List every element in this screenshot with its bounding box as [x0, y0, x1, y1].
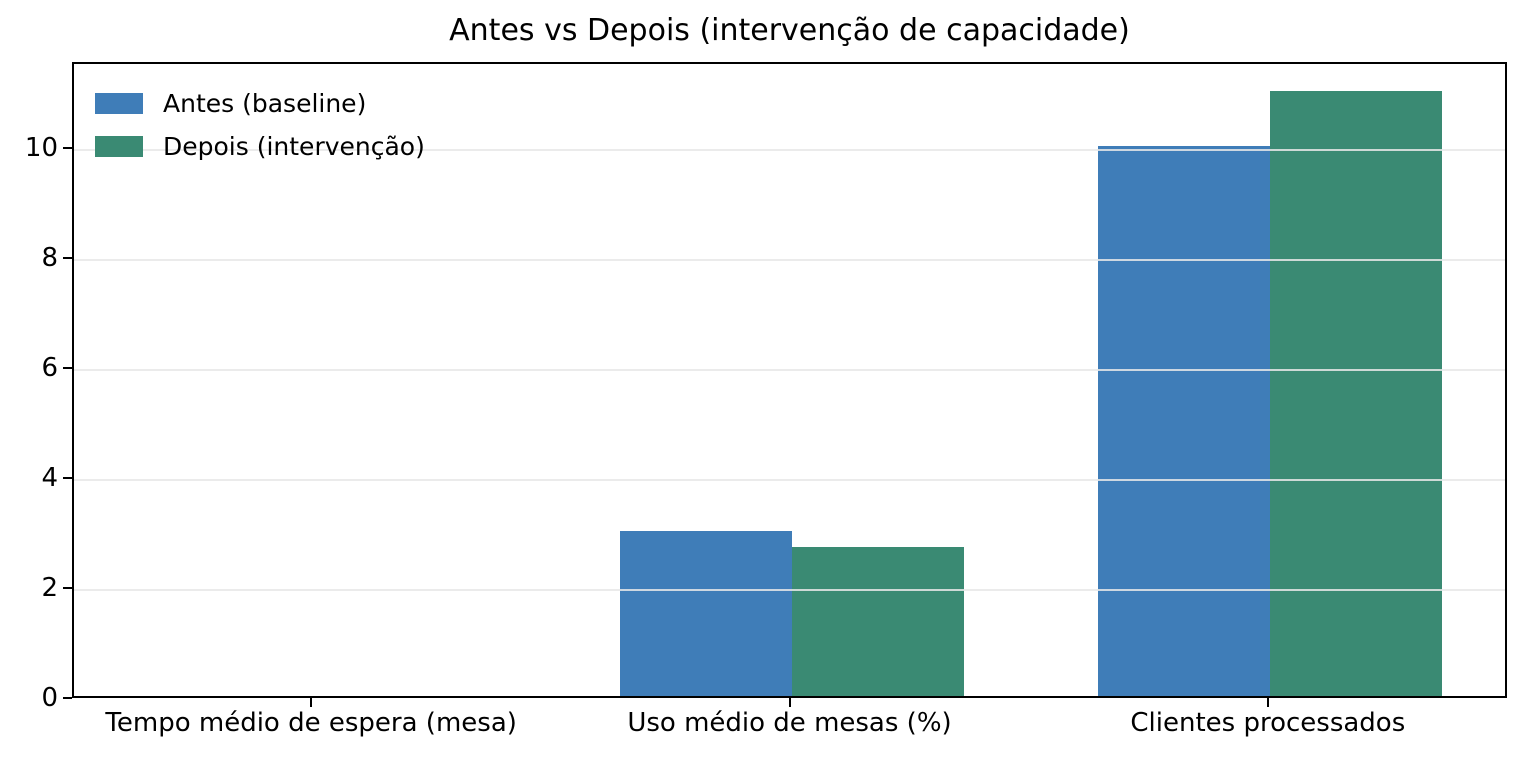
legend-label-antes: Antes (baseline): [163, 89, 367, 118]
x-tick-label-2: Clientes processados: [1130, 708, 1406, 738]
y-tick-mark-8: [63, 256, 72, 259]
x-tick-mark-0: [310, 698, 313, 707]
y-tick-mark-6: [63, 366, 72, 369]
y-tick-label-2: 2: [41, 572, 58, 603]
y-tick-label-6: 6: [41, 352, 58, 383]
y-tick-mark-0: [63, 697, 72, 699]
x-tick-label-1: Uso médio de mesas (%): [627, 708, 952, 738]
bar-series0-cat1: [619, 530, 792, 696]
gridline-y10: [74, 148, 1505, 151]
gridline-y6: [74, 368, 1505, 371]
chart-title: Antes vs Depois (intervenção de capacida…: [449, 13, 1130, 48]
gridline-y8: [74, 258, 1505, 261]
y-tick-label-4: 4: [41, 462, 58, 493]
y-tick-mark-2: [63, 586, 72, 589]
bar-series1-cat1: [791, 547, 964, 696]
y-tick-label-0: 0: [41, 683, 58, 713]
bar-series0-cat2: [1097, 145, 1270, 696]
y-tick-label-10: 10: [24, 132, 58, 163]
legend: Antes (baseline) Depois (intervenção): [95, 86, 425, 164]
x-tick-mark-2: [1266, 698, 1269, 707]
gridline-y2: [74, 588, 1505, 591]
legend-item-depois: Depois (intervenção): [95, 129, 425, 164]
legend-swatch-depois-icon: [95, 136, 143, 157]
legend-item-antes: Antes (baseline): [95, 86, 425, 121]
y-tick-mark-10: [63, 146, 72, 149]
bar-series1-cat2: [1269, 90, 1442, 696]
y-tick-mark-4: [63, 476, 72, 479]
gridline-y4: [74, 478, 1505, 481]
legend-label-depois: Depois (intervenção): [163, 132, 425, 161]
y-tick-label-8: 8: [41, 242, 58, 273]
x-tick-mark-1: [788, 698, 791, 707]
x-tick-label-0: Tempo médio de espera (mesa): [105, 708, 517, 738]
plot-area: Antes (baseline) Depois (intervenção): [72, 62, 1507, 698]
legend-swatch-antes-icon: [95, 93, 143, 114]
